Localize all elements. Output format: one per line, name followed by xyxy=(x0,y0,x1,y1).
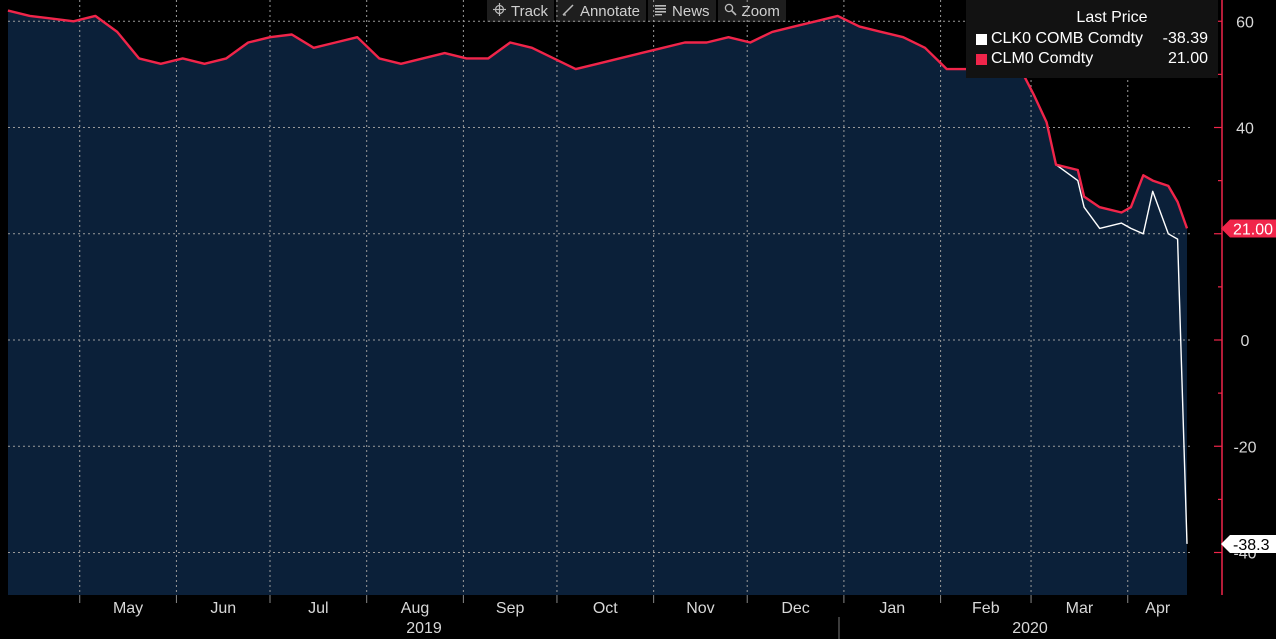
legend-title: Last Price xyxy=(1076,9,1148,26)
x-month-label: Mar xyxy=(1066,600,1094,617)
x-month-label: Apr xyxy=(1145,600,1171,617)
zoom-label: Zoom xyxy=(741,2,780,20)
x-month-label: Nov xyxy=(686,600,714,617)
magnifier-icon xyxy=(724,3,737,20)
x-month-label: Jul xyxy=(308,600,328,617)
x-month-label: Jun xyxy=(210,600,236,617)
zoom-button[interactable]: Zoom xyxy=(717,0,786,22)
grid-layer xyxy=(8,0,1193,595)
last-price-tag-clk0 xyxy=(1221,534,1276,553)
x-month-label: May xyxy=(113,600,143,617)
legend-entry-clm0: CLM0 Comdty 21.00 xyxy=(976,49,1208,69)
y-tick-label: 60 xyxy=(1236,14,1254,31)
news-icon xyxy=(654,3,667,20)
legend-entry-clk0: CLK0 COMB Comdty -38.39 xyxy=(976,29,1208,49)
x-month-label: Oct xyxy=(593,600,618,617)
legend-value-clm0: 21.00 xyxy=(1167,50,1208,67)
legend-value-clk0: -38.39 xyxy=(1162,30,1208,47)
legend-panel: Last Price CLK0 COMB Comdty -38.39 CLM0 … xyxy=(966,0,1218,78)
legend-name-clk0: CLK0 COMB Comdty xyxy=(991,30,1144,47)
news-label: News xyxy=(672,2,710,20)
legend-name-clm0: CLM0 Comdty xyxy=(991,50,1094,67)
chart-toolbar: Track Annotate News Zoom xyxy=(487,0,786,22)
x-month-label: Dec xyxy=(781,600,809,617)
x-axis-layer: May Jun Jul Aug Sep Oct Nov Dec Jan Feb Mar Apr 2019… xyxy=(79,595,1171,639)
last-price-tag-label: -38.3 xyxy=(1233,537,1270,554)
x-month-label: Jan xyxy=(879,600,905,617)
y-tick-label: 40 xyxy=(1236,121,1254,138)
legend-swatch-clm0 xyxy=(976,53,987,65)
annotate-label: Annotate xyxy=(579,2,641,20)
series-layer xyxy=(7,9,1189,544)
x-month-label: Feb xyxy=(972,600,1000,617)
plot-fill-layer xyxy=(8,10,1187,596)
x-year-label: 2020 xyxy=(1012,620,1048,637)
annotate-button[interactable]: Annotate xyxy=(555,0,647,22)
series-line-clm0 xyxy=(7,9,1189,229)
news-button[interactable]: News xyxy=(648,0,716,22)
y-tick-label: -20 xyxy=(1233,439,1256,456)
legend-swatch-clk0 xyxy=(976,33,987,45)
y-tick-label: 0 xyxy=(1241,333,1250,350)
pencil-icon xyxy=(562,3,575,20)
x-month-label: Aug xyxy=(401,600,429,617)
x-year-label: 2019 xyxy=(406,620,442,637)
crosshair-icon xyxy=(493,2,506,20)
track-label: Track xyxy=(511,2,548,20)
track-button[interactable]: Track xyxy=(487,0,554,22)
plot-area-fill xyxy=(8,10,1187,596)
x-month-label: Sep xyxy=(496,600,525,617)
last-price-tag-label: 21.00 xyxy=(1233,221,1273,238)
last-price-tag-clm0 xyxy=(1221,219,1276,238)
